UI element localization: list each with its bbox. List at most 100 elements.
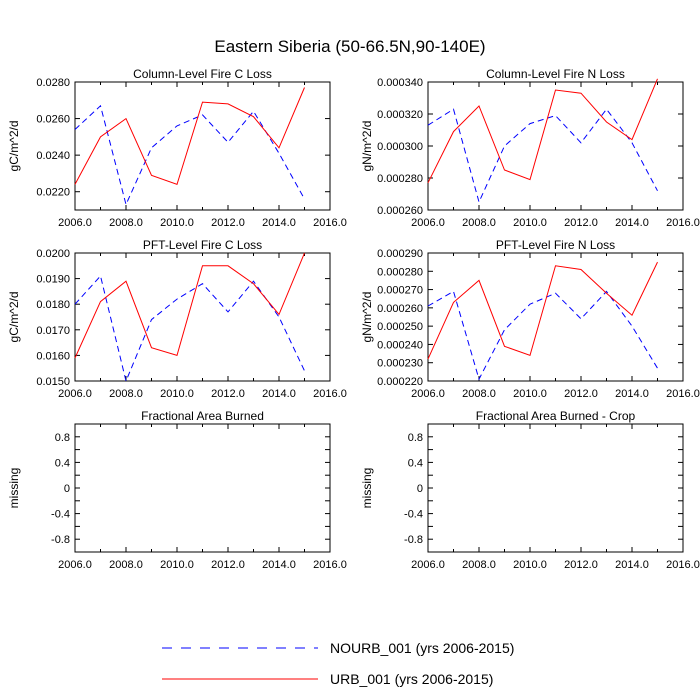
x-tick-label: 2008.0 <box>109 559 143 571</box>
y-tick-label: 0.0240 <box>36 150 70 162</box>
x-tick-label: 2012.0 <box>211 388 245 400</box>
x-tick-label: 2006.0 <box>58 217 92 229</box>
y-tick-label: 0.000230 <box>377 358 423 370</box>
x-tick-label: 2012.0 <box>564 217 598 229</box>
y-tick-label: 0 <box>417 483 423 495</box>
x-tick-label: 2014.0 <box>615 388 649 400</box>
chart-panel: Column-Level Fire N Loss gN/m^2/d 2006.0 20… <box>360 67 700 229</box>
series-line-nourb <box>427 108 658 204</box>
series-line-urb <box>427 261 658 360</box>
chart-title: Column-Level Fire N Loss <box>486 67 625 81</box>
y-tick-label: 0.000300 <box>377 141 423 153</box>
y-axis-label: missing <box>7 468 21 509</box>
x-tick-label: 2010.0 <box>160 217 194 229</box>
y-tick-label: 0.000280 <box>377 266 423 278</box>
plot-frame <box>427 81 684 211</box>
series-line-urb <box>74 252 305 359</box>
y-axis-label: missing <box>360 468 374 509</box>
chart-panel: PFT-Level Fire N Loss gN/m^2/d 2006.0 2008.… <box>360 238 700 400</box>
x-tick-label: 2008.0 <box>109 217 143 229</box>
y-tick-label: -0.4 <box>51 509 70 521</box>
x-tick-label: 2008.0 <box>462 559 496 571</box>
y-axis-label: gN/m^2/d <box>360 121 374 172</box>
figure-title: Eastern Siberia (50-66.5N,90-140E) <box>214 37 485 56</box>
legend-label: NOURB_001 (yrs 2006-2015) <box>330 640 514 656</box>
plot-frame <box>427 423 684 553</box>
x-tick-label: 2006.0 <box>58 559 92 571</box>
x-tick-label: 2008.0 <box>462 217 496 229</box>
y-tick-label: 0.000340 <box>377 77 423 89</box>
y-tick-label: 0.0170 <box>36 325 70 337</box>
x-tick-label: 2010.0 <box>513 217 547 229</box>
y-tick-label: -0.4 <box>404 509 423 521</box>
x-tick-label: 2010.0 <box>513 388 547 400</box>
chart-panel: Fractional Area Burned - Crop missing 2006… <box>360 409 700 571</box>
series-line-nourb <box>74 274 305 383</box>
panels: Column-Level Fire C Loss gC/m^2/d 2006.0 20… <box>7 67 700 571</box>
legend-label: URB_001 (yrs 2006-2015) <box>330 671 493 687</box>
x-tick-label: 2012.0 <box>564 559 598 571</box>
y-tick-label: 0.000260 <box>377 205 423 217</box>
x-tick-label: 2006.0 <box>411 217 445 229</box>
x-tick-label: 2016.0 <box>313 388 347 400</box>
chart-title: Column-Level Fire C Loss <box>133 67 272 81</box>
series-line-nourb <box>427 290 658 381</box>
x-tick-label: 2012.0 <box>564 388 598 400</box>
y-tick-label: 0.000260 <box>377 303 423 315</box>
x-tick-label: 2010.0 <box>160 559 194 571</box>
legend: NOURB_001 (yrs 2006-2015) URB_001 (yrs 20… <box>162 640 514 687</box>
y-tick-label: 0.4 <box>55 457 70 469</box>
y-tick-label: 0.0150 <box>36 376 70 388</box>
y-tick-label: 0.8 <box>55 432 70 444</box>
y-tick-label: 0.0160 <box>36 350 70 362</box>
y-tick-label: 0.0260 <box>36 114 70 126</box>
x-tick-label: 2006.0 <box>411 388 445 400</box>
y-tick-label: -0.8 <box>51 534 70 546</box>
x-tick-label: 2008.0 <box>109 388 143 400</box>
y-tick-label: -0.8 <box>404 534 423 546</box>
y-tick-label: 0.000270 <box>377 285 423 297</box>
chart-title: Fractional Area Burned <box>141 409 264 423</box>
series-line-nourb <box>74 104 305 207</box>
y-tick-label: 0.0190 <box>36 274 70 286</box>
series-line-urb <box>74 87 305 186</box>
y-axis-label: gN/m^2/d <box>360 292 374 343</box>
y-tick-label: 0.0180 <box>36 299 70 311</box>
x-tick-label: 2014.0 <box>615 217 649 229</box>
x-tick-label: 2012.0 <box>211 217 245 229</box>
x-tick-label: 2006.0 <box>58 388 92 400</box>
chart-panel: PFT-Level Fire C Loss gC/m^2/d 2006.0 2008.… <box>7 238 347 400</box>
x-tick-label: 2016.0 <box>313 217 347 229</box>
x-tick-label: 2016.0 <box>666 559 700 571</box>
chart-title: PFT-Level Fire C Loss <box>143 238 262 252</box>
y-tick-label: 0.000250 <box>377 321 423 333</box>
x-tick-label: 2016.0 <box>666 217 700 229</box>
x-tick-label: 2008.0 <box>462 388 496 400</box>
y-tick-label: 0.0200 <box>36 248 70 260</box>
x-tick-label: 2010.0 <box>160 388 194 400</box>
x-tick-label: 2016.0 <box>313 559 347 571</box>
y-tick-label: 0.000280 <box>377 173 423 185</box>
y-tick-label: 0.0280 <box>36 77 70 89</box>
x-tick-label: 2012.0 <box>211 559 245 571</box>
chart-title: PFT-Level Fire N Loss <box>496 238 615 252</box>
chart-panel: Fractional Area Burned missing 2006.0 2008.… <box>7 409 347 571</box>
plot-frame <box>74 423 331 553</box>
y-tick-label: 0.000290 <box>377 248 423 260</box>
x-tick-label: 2016.0 <box>666 388 700 400</box>
x-tick-label: 2014.0 <box>262 559 296 571</box>
chart-panel: Column-Level Fire C Loss gC/m^2/d 2006.0 20… <box>7 67 347 229</box>
x-tick-label: 2014.0 <box>262 388 296 400</box>
y-axis-label: gC/m^2/d <box>7 292 21 343</box>
y-tick-label: 0.000240 <box>377 339 423 351</box>
y-tick-label: 0.0220 <box>36 187 70 199</box>
y-tick-label: 0.000320 <box>377 109 423 121</box>
plot-frame <box>74 81 331 211</box>
y-tick-label: 0.8 <box>408 432 423 444</box>
chart-title: Fractional Area Burned - Crop <box>476 409 636 423</box>
y-axis-label: gC/m^2/d <box>7 121 21 172</box>
x-tick-label: 2014.0 <box>615 559 649 571</box>
plot-frame <box>74 252 331 382</box>
x-tick-label: 2014.0 <box>262 217 296 229</box>
